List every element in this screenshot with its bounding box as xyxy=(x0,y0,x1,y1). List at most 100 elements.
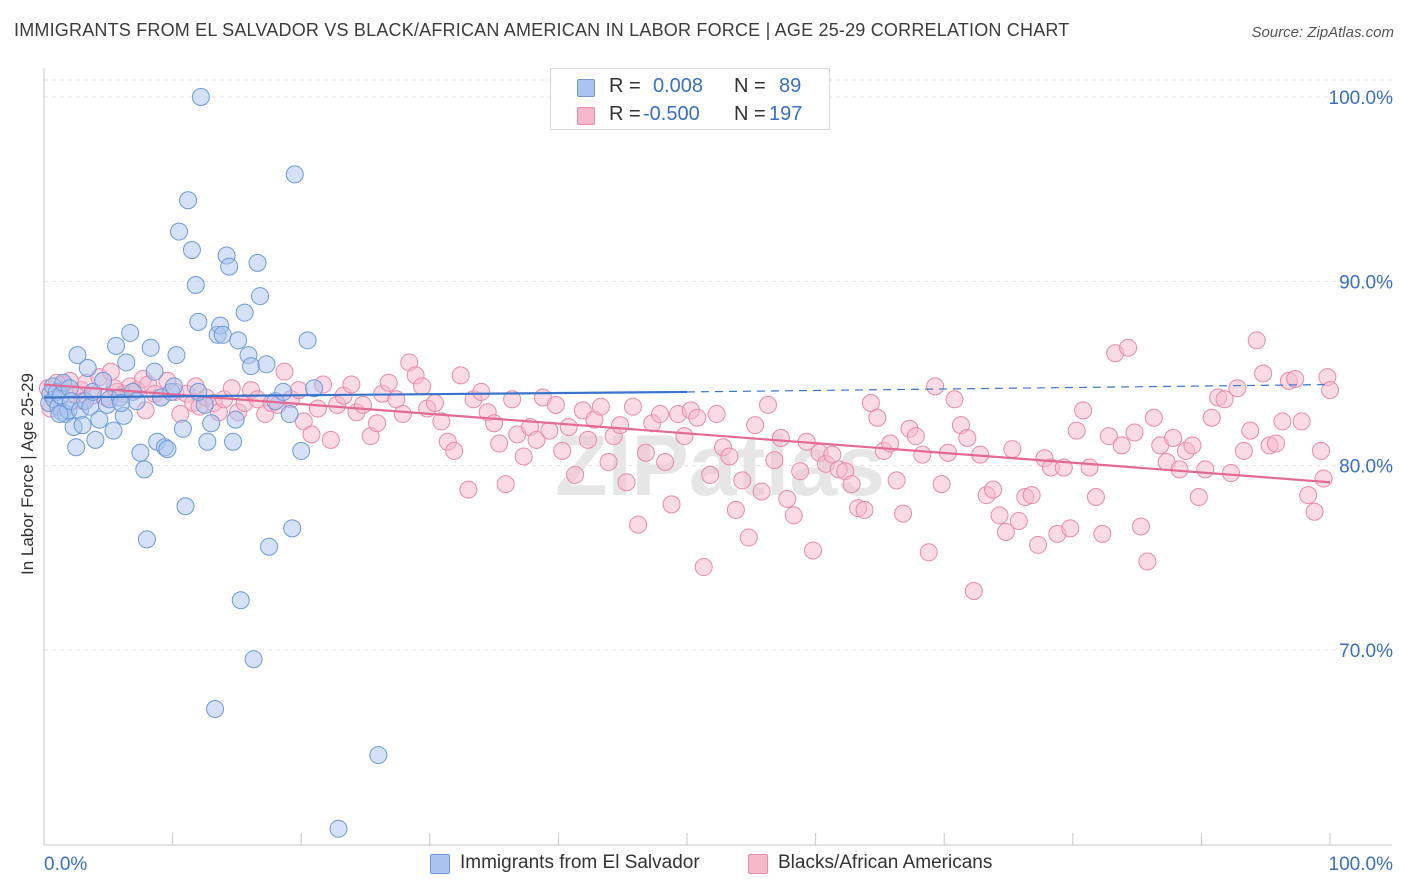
data-point-pink xyxy=(855,500,874,519)
data-point-blue xyxy=(298,331,317,350)
data-point-pink xyxy=(566,465,585,484)
data-point-blue xyxy=(176,497,195,516)
data-point-pink xyxy=(1305,502,1324,521)
data-point-pink xyxy=(675,427,694,446)
data-point-pink xyxy=(752,482,771,501)
data-point-pink xyxy=(964,582,983,601)
data-point-pink xyxy=(913,445,932,464)
trend-line-blue xyxy=(43,390,688,399)
data-point-pink xyxy=(629,515,648,534)
data-point-pink xyxy=(1202,408,1221,427)
trend-line-extension-blue xyxy=(686,383,1331,393)
data-point-pink xyxy=(432,412,451,431)
stat-r-label: R = xyxy=(609,75,641,97)
data-point-pink xyxy=(546,395,565,414)
data-point-pink xyxy=(887,471,906,490)
data-point-pink xyxy=(1164,429,1183,448)
data-point-blue xyxy=(189,312,208,331)
data-point-pink xyxy=(308,399,327,418)
data-point-pink xyxy=(302,425,321,444)
stat-r-value: 0.008 xyxy=(653,75,704,97)
data-point-pink xyxy=(1080,458,1099,477)
data-point-pink xyxy=(1241,421,1260,440)
stat-row-blue: R = 0.008 N = 89 xyxy=(551,73,829,101)
data-point-pink xyxy=(1292,412,1311,431)
data-point-blue xyxy=(292,441,311,460)
data-point-pink xyxy=(636,443,655,462)
data-point-pink xyxy=(1286,370,1305,389)
data-point-blue xyxy=(121,323,140,342)
data-point-blue xyxy=(127,392,146,411)
data-point-pink xyxy=(1215,390,1234,409)
data-point-pink xyxy=(726,500,745,519)
data-point-pink xyxy=(514,447,533,466)
data-point-blue xyxy=(179,191,198,210)
data-point-pink xyxy=(894,504,913,523)
data-point-pink xyxy=(275,362,294,381)
data-point-pink xyxy=(1321,381,1339,400)
data-point-pink xyxy=(451,366,470,385)
data-point-pink xyxy=(739,528,758,547)
data-point-pink xyxy=(926,377,945,396)
data-point-blue xyxy=(191,88,210,106)
data-point-pink xyxy=(1196,460,1215,479)
data-point-pink xyxy=(945,390,964,409)
data-point-blue xyxy=(202,414,221,433)
data-point-pink xyxy=(599,452,618,471)
data-point-pink xyxy=(688,408,707,427)
data-point-pink xyxy=(996,523,1015,542)
stat-n-label: N = xyxy=(734,103,766,125)
data-point-blue xyxy=(167,346,186,365)
data-point-pink xyxy=(778,489,797,508)
x-tick-label: 100.0% xyxy=(1329,854,1394,875)
data-point-blue xyxy=(244,650,263,669)
data-point-pink xyxy=(919,543,938,562)
legend-swatch-blue xyxy=(430,854,450,874)
data-point-blue xyxy=(78,358,97,377)
data-point-blue xyxy=(274,382,293,401)
data-point-blue xyxy=(226,410,245,429)
data-point-pink xyxy=(990,506,1009,525)
stat-row-pink: R = -0.500 N = 197 xyxy=(551,101,829,129)
data-point-pink xyxy=(1189,488,1208,507)
data-point-pink xyxy=(1093,524,1112,543)
stat-swatch-pink xyxy=(577,107,595,125)
data-point-pink xyxy=(1086,488,1105,507)
data-point-pink xyxy=(868,408,887,427)
data-point-pink xyxy=(1247,331,1266,350)
data-point-blue xyxy=(285,165,304,184)
data-point-pink xyxy=(553,441,572,460)
data-point-pink xyxy=(623,397,642,416)
data-point-pink xyxy=(368,414,387,433)
data-point-pink xyxy=(759,395,778,414)
data-point-pink xyxy=(1228,379,1247,398)
data-point-pink xyxy=(472,382,491,401)
data-point-blue xyxy=(329,819,348,838)
data-point-pink xyxy=(353,395,372,414)
data-point-blue xyxy=(50,405,69,424)
data-point-pink xyxy=(1273,412,1292,431)
data-point-blue xyxy=(73,416,92,435)
data-point-pink xyxy=(958,429,977,448)
data-point-blue xyxy=(186,276,205,295)
data-point-pink xyxy=(1221,464,1240,483)
y-tick-label: 100.0% xyxy=(1329,88,1394,109)
stat-r-value: -0.500 xyxy=(643,103,700,125)
stat-n-value: 197 xyxy=(769,103,803,125)
x-tick-label: 0.0% xyxy=(44,854,87,875)
data-point-pink xyxy=(765,451,784,470)
data-point-pink xyxy=(611,416,630,435)
data-point-blue xyxy=(164,377,183,396)
data-point-blue xyxy=(251,287,270,306)
legend-swatch-pink xyxy=(748,854,768,874)
data-point-pink xyxy=(707,405,726,424)
data-point-pink xyxy=(1029,535,1048,554)
data-point-pink xyxy=(746,416,765,435)
data-point-blue xyxy=(131,443,150,462)
data-point-pink xyxy=(503,390,522,409)
y-tick-label: 70.0% xyxy=(1339,641,1393,662)
data-point-pink xyxy=(662,495,681,514)
data-point-blue xyxy=(283,519,302,538)
data-point-pink xyxy=(393,405,412,424)
